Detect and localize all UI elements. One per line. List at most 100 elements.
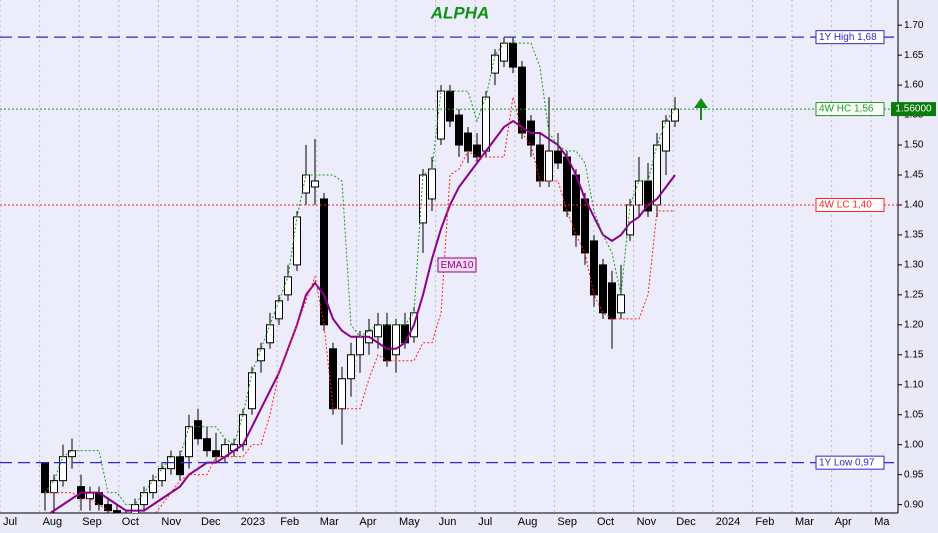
candle-body	[104, 504, 112, 512]
candle-body	[428, 168, 436, 200]
plot-area	[0, 0, 898, 513]
candle-body	[275, 300, 283, 320]
candle-body	[617, 294, 625, 314]
candle-body	[185, 426, 193, 458]
candle-body	[662, 120, 670, 152]
level-label: 4W LC 1,40	[819, 200, 872, 211]
candle-body	[194, 420, 202, 440]
candle-body	[419, 174, 427, 224]
chart-title: ALPHA	[430, 3, 490, 22]
y-tick-label: 1.25	[904, 289, 924, 300]
x-tick-label: Nov	[637, 516, 657, 528]
x-tick-label: Dec	[676, 516, 696, 528]
level-label-box	[815, 30, 885, 45]
channel-line	[45, 96, 675, 513]
candle-body	[536, 144, 544, 182]
x-tick-label: Aug	[518, 516, 538, 528]
ema-label: EMA10	[441, 260, 474, 271]
candle-body	[437, 90, 445, 140]
level-label-box	[815, 102, 885, 117]
x-tick-label: Apr	[359, 516, 376, 528]
y-tick-label: 1.70	[904, 20, 924, 31]
y-tick-label: 1.15	[904, 349, 924, 360]
x-tick-label: Jul	[3, 516, 17, 528]
candle-body	[68, 450, 76, 458]
candle-body	[248, 372, 256, 410]
candle-body	[455, 114, 463, 146]
y-tick-label: 1.60	[904, 80, 924, 91]
candle-body	[212, 450, 220, 458]
candle-body	[482, 96, 490, 152]
candle-body	[140, 492, 148, 506]
x-tick-label: Mar	[320, 516, 339, 528]
candle-body	[671, 108, 679, 122]
x-tick-label: 2024	[716, 516, 740, 528]
x-tick-label: Dec	[201, 516, 221, 528]
level-label: 1Y High 1,68	[819, 32, 877, 43]
y-tick-label: 1.20	[904, 319, 924, 330]
candle-body	[329, 348, 337, 410]
candle-body	[284, 276, 292, 296]
candle-body	[491, 54, 499, 74]
candle-body	[590, 240, 598, 296]
y-tick-label: 0.90	[904, 499, 924, 510]
last-price-box	[891, 102, 936, 117]
candle-body	[257, 348, 265, 362]
candle-body	[311, 180, 319, 188]
candle-body	[554, 150, 562, 164]
x-tick-label: Jul	[478, 516, 492, 528]
candle-body	[635, 180, 643, 206]
candle-body	[509, 42, 517, 68]
y-tick-label: 1.00	[904, 439, 924, 450]
y-tick-label: 1.40	[904, 200, 924, 211]
candle-body	[347, 354, 355, 380]
level-label-box	[815, 197, 885, 212]
x-tick-label: Sep	[82, 516, 102, 528]
x-tick-label: Aug	[43, 516, 63, 528]
y-tick-label: 1.45	[904, 170, 924, 181]
ema-label-box	[437, 257, 477, 273]
candle-body	[59, 456, 67, 482]
candle-body	[320, 198, 328, 326]
candle-body	[356, 336, 364, 356]
y-tick-label: 1.30	[904, 260, 924, 271]
candle-body	[392, 324, 400, 356]
candle-body	[158, 468, 166, 482]
candle-body	[446, 90, 454, 122]
level-label-box	[815, 455, 885, 470]
candle-body	[113, 510, 121, 513]
x-tick-label: Ma	[874, 516, 890, 528]
x-tick-label: May	[399, 516, 420, 528]
candle-body	[50, 480, 58, 494]
candle-body	[302, 174, 310, 194]
y-tick-label: 1.35	[904, 230, 924, 241]
x-tick-label: Feb	[280, 516, 299, 528]
candle-body	[203, 438, 211, 452]
y-tick-label: 1.65	[904, 50, 924, 61]
candle-body	[383, 324, 391, 362]
x-tick-label: Nov	[161, 516, 181, 528]
level-label: 4W HC 1,56	[819, 104, 874, 115]
x-tick-label: Apr	[835, 516, 852, 528]
candle-body	[464, 132, 472, 152]
candle-body	[41, 462, 49, 494]
candle-body	[293, 216, 301, 266]
candle-body	[473, 144, 481, 158]
level-label: 1Y Low 0,97	[819, 457, 875, 468]
x-tick-label: Mar	[795, 516, 814, 528]
x-tick-label: Feb	[755, 516, 774, 528]
candle-body	[176, 456, 184, 476]
channel-line	[44, 42, 676, 506]
candle-body	[518, 66, 526, 134]
candle-body	[608, 282, 616, 320]
candle-body	[266, 324, 274, 344]
candle-body	[581, 198, 589, 254]
candle-body	[374, 324, 382, 338]
candle-body	[599, 264, 607, 314]
x-tick-label: Sep	[557, 516, 577, 528]
y-tick-label: 1.05	[904, 409, 924, 420]
y-tick-label: 0.95	[904, 469, 924, 480]
x-tick-label: Oct	[597, 516, 614, 528]
x-tick-label: 2023	[241, 516, 265, 528]
